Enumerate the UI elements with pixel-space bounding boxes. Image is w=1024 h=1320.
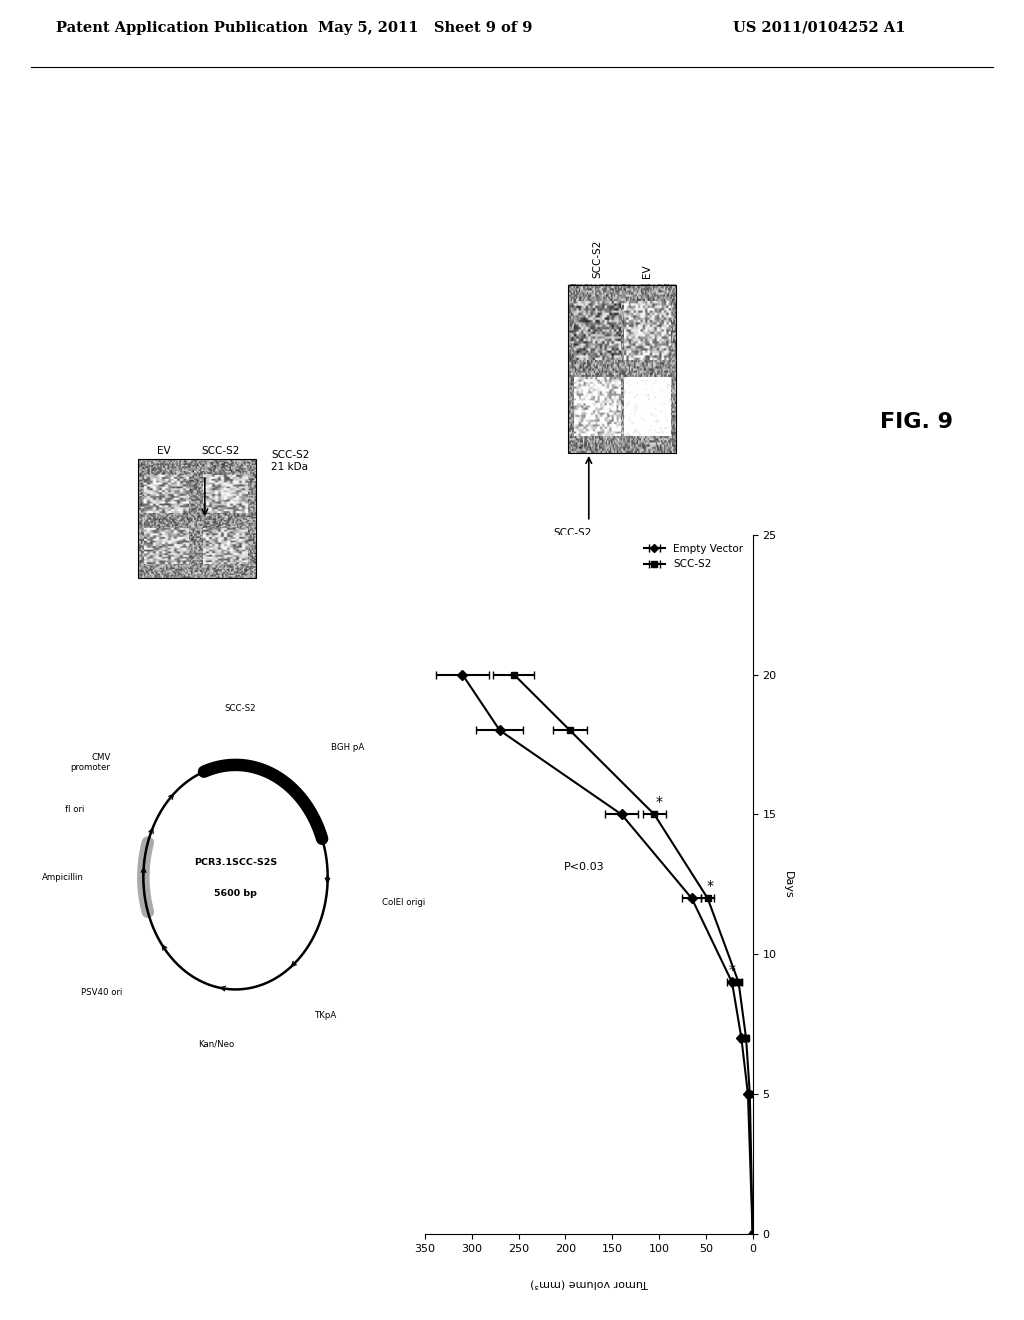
Text: SCC-S2: SCC-S2 [202,446,240,455]
Bar [568,285,676,453]
Text: 5600 bp: 5600 bp [214,888,257,898]
Text: fl ori: fl ori [65,805,84,814]
Text: SCC-S2
21 kDa: SCC-S2 21 kDa [553,528,591,549]
Text: SCC-S2: SCC-S2 [592,240,602,279]
X-axis label: Tumor volume (mm³): Tumor volume (mm³) [529,1279,648,1288]
Bar [138,459,256,578]
Text: PCR3.1SCC-S2S: PCR3.1SCC-S2S [194,858,278,867]
Legend: Empty Vector, SCC-S2: Empty Vector, SCC-S2 [640,540,748,573]
Text: US 2011/0104252 A1: US 2011/0104252 A1 [733,21,905,34]
Text: Ampicillin: Ampicillin [42,873,84,882]
Text: *: * [655,795,663,809]
Text: May 5, 2011   Sheet 9 of 9: May 5, 2011 Sheet 9 of 9 [317,21,532,34]
Text: ColEl origin: ColEl origin [382,898,430,907]
Y-axis label: Days: Days [783,870,794,899]
Text: Patent Application Publication: Patent Application Publication [56,21,308,34]
Text: SCC-S2
21 kDa: SCC-S2 21 kDa [271,450,309,471]
Text: TKpA: TKpA [314,1011,337,1019]
Text: Kan/Neo: Kan/Neo [199,1039,234,1048]
Text: BGH pA: BGH pA [331,743,365,752]
Text: EV: EV [642,265,652,279]
Text: CMV
promoter: CMV promoter [71,752,111,772]
Text: P<0.03: P<0.03 [564,862,604,873]
Text: *: * [728,962,735,977]
Text: *: * [707,879,714,892]
Text: FIG. 9: FIG. 9 [880,412,953,432]
Text: EV: EV [158,446,171,455]
Text: SCC-S2: SCC-S2 [224,705,256,713]
Text: PSV40 ori: PSV40 ori [81,989,123,997]
